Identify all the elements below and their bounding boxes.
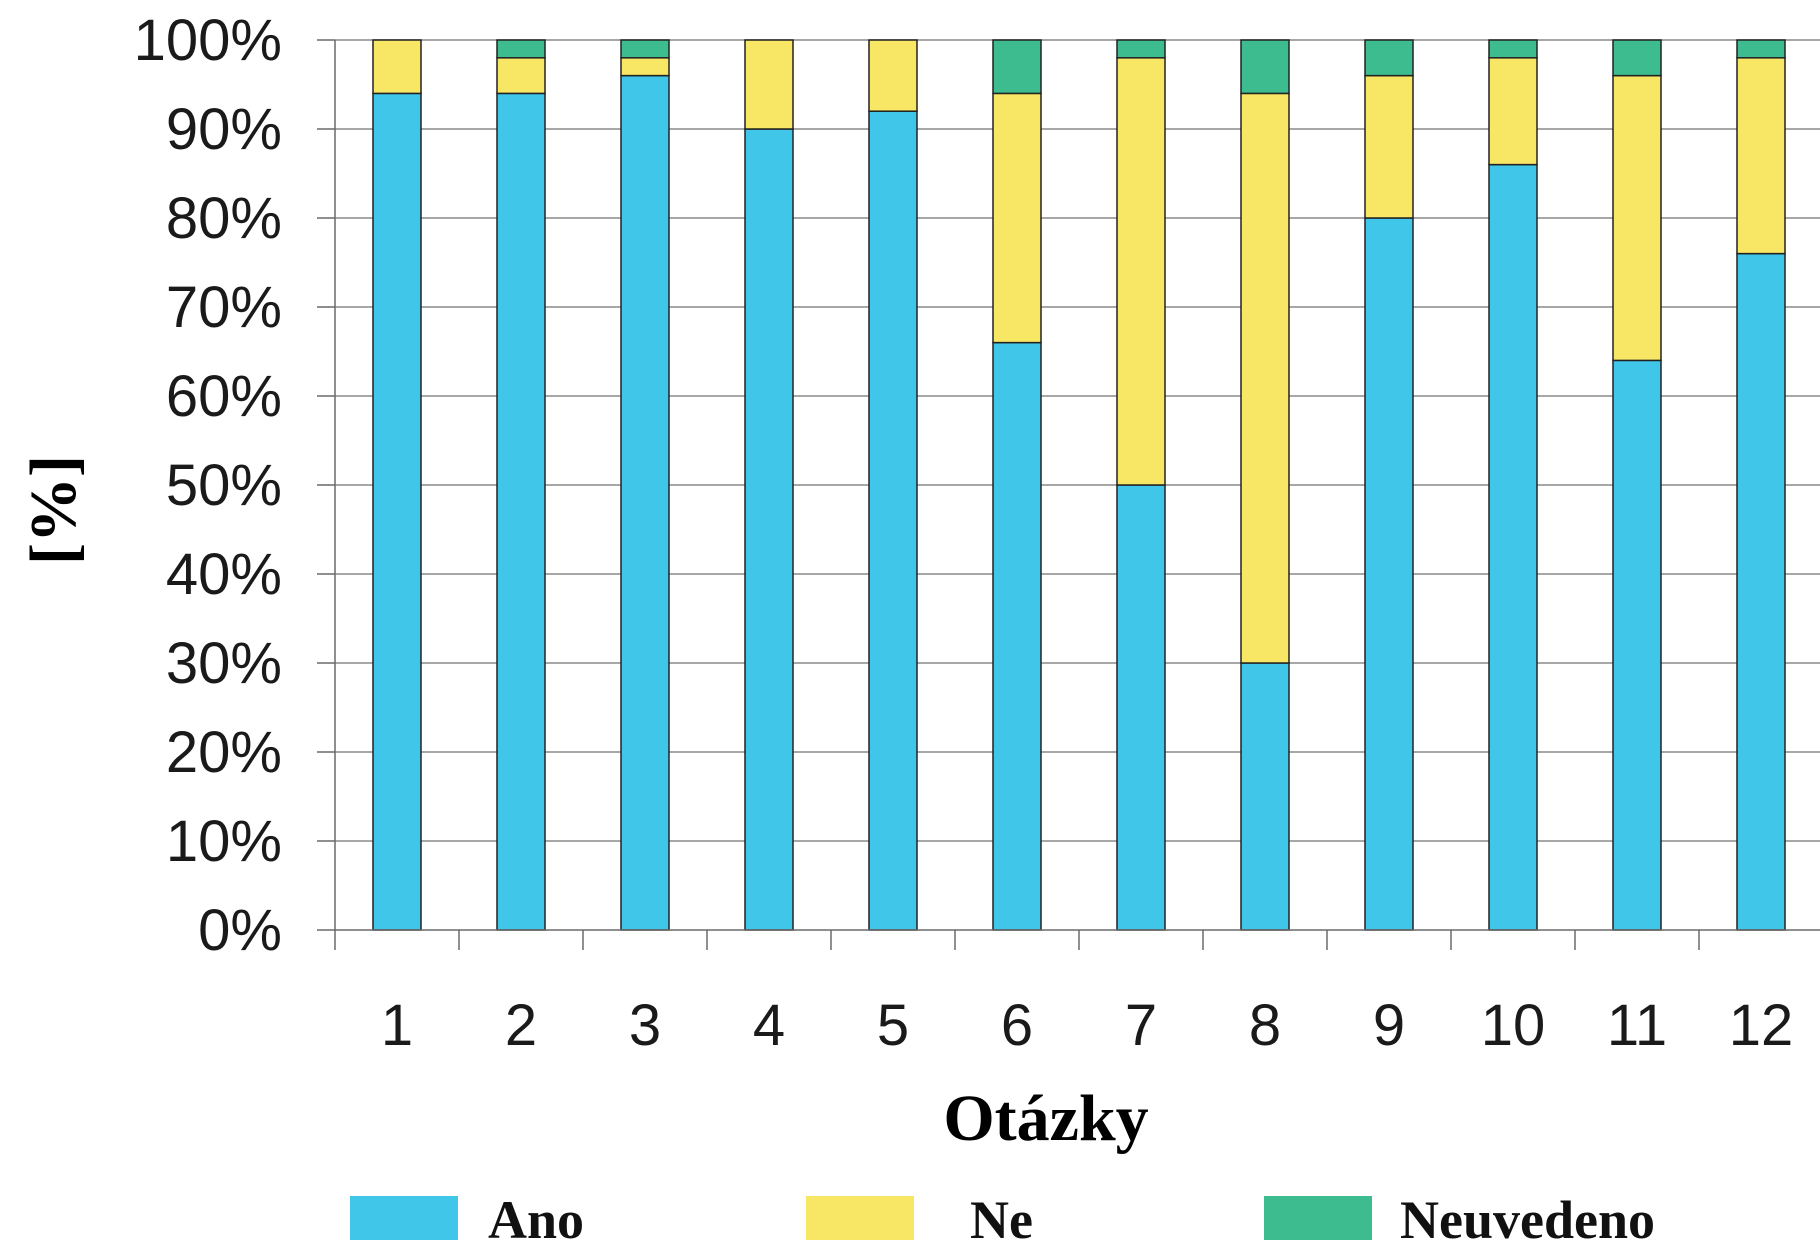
bar-segment-ne-9 <box>1364 74 1414 219</box>
bar-segment-ne-6 <box>992 92 1042 344</box>
bar-segment-ne-4 <box>744 39 794 130</box>
y-tick-label: 90% <box>166 97 282 162</box>
bar-segment-ne-7 <box>1116 57 1166 486</box>
y-tick-label: 40% <box>166 542 282 607</box>
x-tick-label: 1 <box>381 993 413 1058</box>
bar-segment-neuvedeno-2 <box>496 39 546 59</box>
x-tick-label: 6 <box>1001 993 1033 1058</box>
bar-segment-neuvedeno-3 <box>620 39 670 59</box>
y-tick-label: 10% <box>166 809 282 874</box>
bar-segment-neuvedeno-6 <box>992 39 1042 95</box>
bar-segment-ano-9 <box>1364 217 1414 931</box>
x-tick-label: 3 <box>629 993 661 1058</box>
bar-segment-ne-5 <box>868 39 918 112</box>
axes: 0%10%20%30%40%50%60%70%80%90%100%1 2 3 4 5 6 7… <box>134 8 1820 1058</box>
legend-label-neuvedeno: Neuvedeno <box>1400 1190 1655 1244</box>
bar-segment-neuvedeno-11 <box>1612 39 1662 77</box>
bar-segment-ne-10 <box>1488 57 1538 166</box>
legend-swatch-ano <box>350 1196 458 1240</box>
bar-segment-ano-10 <box>1488 163 1538 931</box>
gridlines <box>335 39 1820 842</box>
x-axis-label: Otázky <box>943 1082 1148 1155</box>
bar-segment-neuvedeno-7 <box>1116 39 1166 59</box>
bar-segment-ne-1 <box>372 39 422 95</box>
bar-segment-neuvedeno-10 <box>1488 39 1538 59</box>
x-tick-label: 12 <box>1729 993 1794 1058</box>
y-tick-label: 60% <box>166 364 282 429</box>
bar-segment-ano-3 <box>620 74 670 931</box>
legend-swatch-ne <box>806 1196 914 1240</box>
bar-segment-ano-12 <box>1736 252 1786 931</box>
bar-segment-ano-1 <box>372 92 422 931</box>
bar-segment-ano-6 <box>992 341 1042 931</box>
x-tick-label: 9 <box>1373 993 1405 1058</box>
legend-swatch-neuvedeno <box>1264 1196 1372 1240</box>
y-tick-label: 20% <box>166 720 282 785</box>
x-tick-label: 10 <box>1481 993 1546 1058</box>
bar-segment-neuvedeno-9 <box>1364 39 1414 77</box>
x-tick-label: 7 <box>1125 993 1157 1058</box>
bar-segment-ano-2 <box>496 92 546 931</box>
y-tick-label: 30% <box>166 631 282 696</box>
legend-label-ano: Ano <box>488 1190 584 1244</box>
bar-segment-ne-3 <box>620 57 670 77</box>
x-tick-label: 11 <box>1607 993 1667 1058</box>
bar-segment-neuvedeno-12 <box>1736 39 1786 59</box>
x-tick-label: 8 <box>1249 993 1281 1058</box>
x-tick-label: 4 <box>753 993 785 1058</box>
y-tick-label: 0% <box>198 898 282 963</box>
bar-segment-ano-5 <box>868 110 918 931</box>
bar-segment-ano-8 <box>1240 662 1290 931</box>
bar-segment-ne-12 <box>1736 57 1786 255</box>
bar-segment-ne-2 <box>496 57 546 95</box>
y-tick-label: 100% <box>134 8 282 73</box>
bar-segment-ano-4 <box>744 128 794 931</box>
bar-segment-ano-7 <box>1116 484 1166 931</box>
y-tick-label: 80% <box>166 186 282 251</box>
legend: Ano Ne Neuvedeno <box>350 1190 1655 1249</box>
bar-segment-ano-11 <box>1612 359 1662 931</box>
legend-label-ne: Ne <box>970 1190 1033 1244</box>
bar-segment-ne-11 <box>1612 74 1662 362</box>
x-tick-label: 5 <box>877 993 909 1058</box>
y-tick-label: 70% <box>166 275 282 340</box>
y-axis-label: [%] <box>17 455 90 565</box>
bar-segment-ne-8 <box>1240 92 1290 664</box>
y-tick-label: 50% <box>166 453 282 518</box>
bar-segment-neuvedeno-8 <box>1240 39 1290 95</box>
x-tick-label: 2 <box>505 993 537 1058</box>
